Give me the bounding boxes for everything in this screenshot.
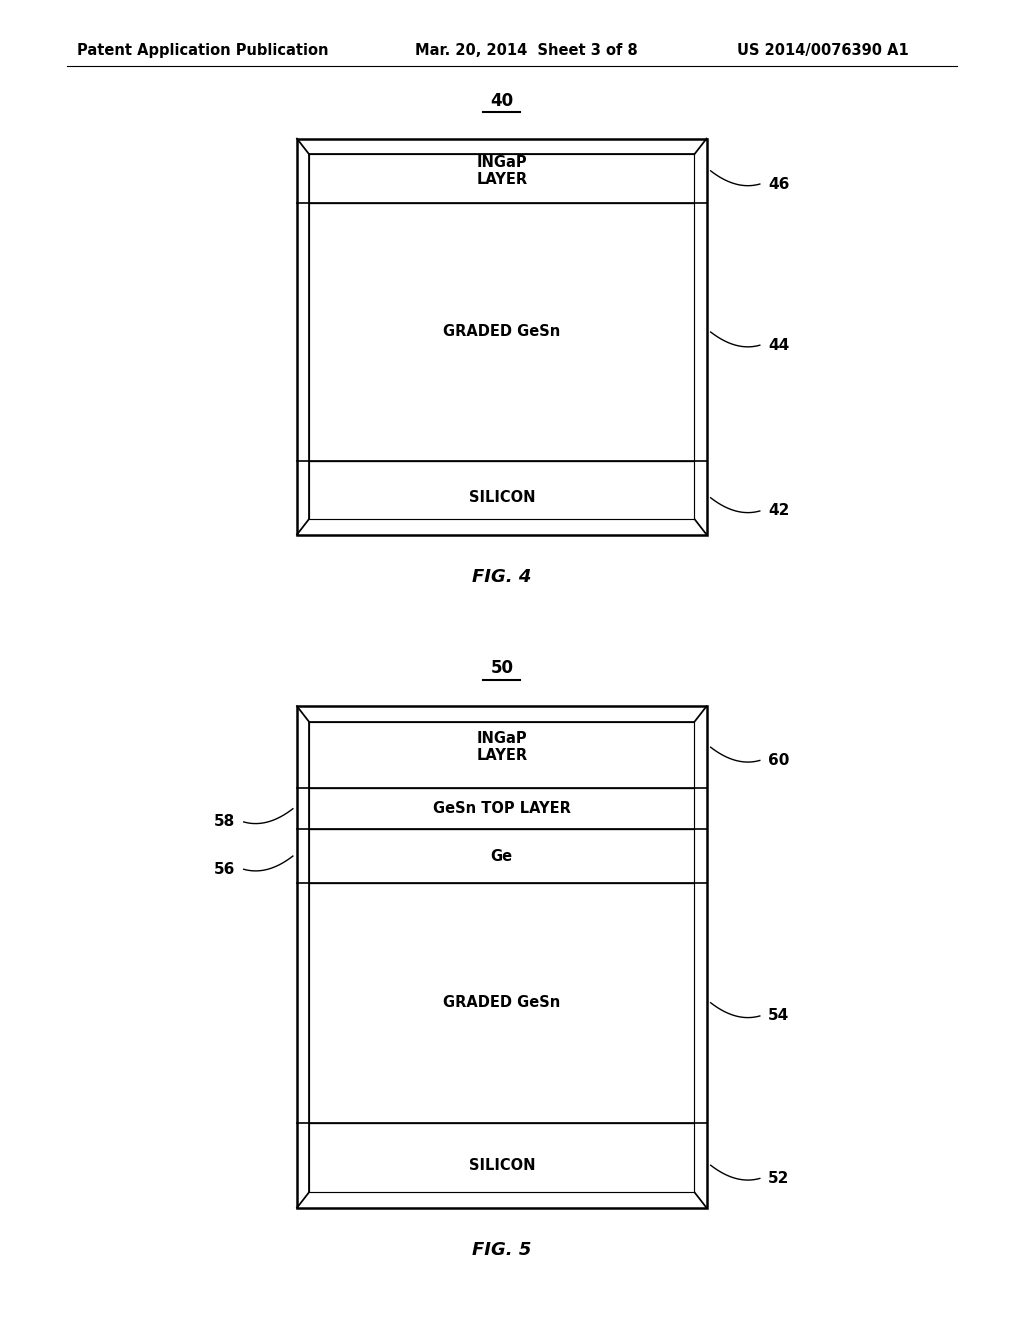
Text: Mar. 20, 2014  Sheet 3 of 8: Mar. 20, 2014 Sheet 3 of 8	[415, 42, 638, 58]
Text: SILICON: SILICON	[469, 490, 535, 506]
Bar	[309, 788, 694, 829]
Bar	[297, 706, 707, 1208]
Bar	[309, 722, 694, 788]
Text: US 2014/0076390 A1: US 2014/0076390 A1	[737, 42, 909, 58]
Bar	[309, 203, 694, 461]
Text: INGaP
LAYER: INGaP LAYER	[476, 731, 527, 763]
Bar	[309, 154, 694, 519]
Bar	[309, 722, 694, 1192]
Bar	[309, 829, 694, 883]
Text: 42: 42	[768, 503, 790, 519]
Text: GRADED GeSn: GRADED GeSn	[443, 995, 560, 1010]
Bar	[309, 883, 694, 1122]
Text: GeSn TOP LAYER: GeSn TOP LAYER	[433, 801, 570, 816]
Text: GRADED GeSn: GRADED GeSn	[443, 325, 560, 339]
Text: 60: 60	[768, 752, 790, 768]
Text: Patent Application Publication: Patent Application Publication	[77, 42, 329, 58]
Text: FIG. 4: FIG. 4	[472, 568, 531, 586]
Text: 56: 56	[214, 862, 236, 876]
Text: Ge: Ge	[490, 849, 513, 863]
Bar	[309, 154, 694, 203]
Text: 52: 52	[768, 1171, 790, 1185]
Bar	[309, 461, 694, 519]
Text: 40: 40	[490, 91, 513, 110]
Text: 44: 44	[768, 338, 790, 352]
Text: 54: 54	[768, 1008, 790, 1023]
Text: 58: 58	[214, 814, 236, 829]
Bar	[309, 1122, 694, 1192]
Text: 50: 50	[490, 659, 513, 677]
Text: FIG. 5: FIG. 5	[472, 1241, 531, 1259]
Text: INGaP
LAYER: INGaP LAYER	[476, 154, 527, 187]
Bar	[297, 139, 707, 535]
Text: SILICON: SILICON	[469, 1158, 535, 1172]
Text: 46: 46	[768, 177, 790, 191]
